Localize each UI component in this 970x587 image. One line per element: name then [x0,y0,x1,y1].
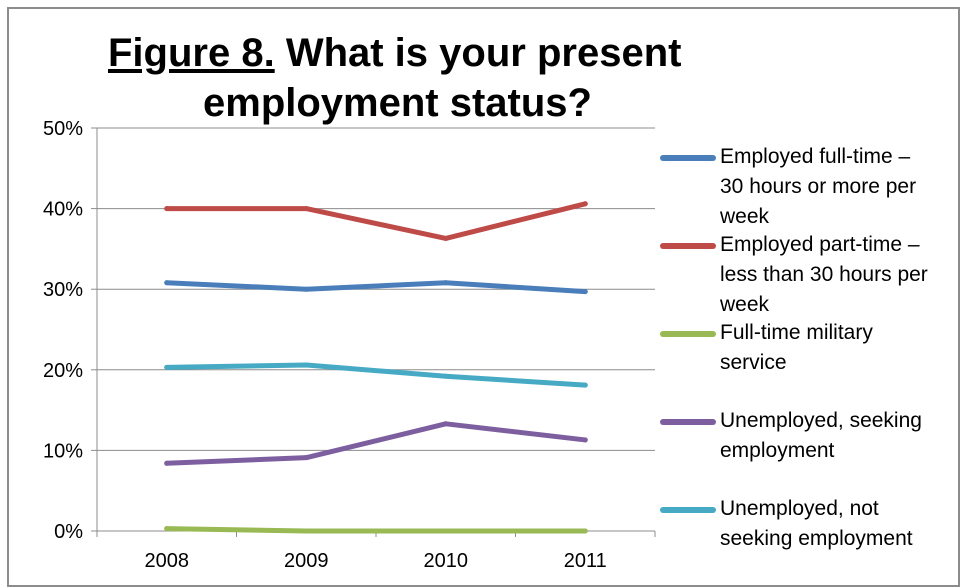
legend-label: Full-time military service [720,321,873,374]
data-point [443,373,449,379]
data-point [582,382,588,388]
chart-frame [7,7,960,587]
legend-label: Employed part-time – less than 30 hours … [720,233,928,316]
legend-item: Employed part-time – less than 30 hours … [660,230,960,318]
legend-swatch [660,243,716,249]
data-point [164,280,170,286]
y-tick-label: 50% [43,118,83,140]
legend-swatch [660,331,716,337]
data-point [443,421,449,427]
legend-label: Unemployed, not seeking employment [720,497,913,550]
data-point [303,455,309,461]
y-tick-label: 0% [54,521,83,543]
series-line-2 [164,201,588,241]
data-point [303,528,309,534]
data-point [303,286,309,292]
legend-swatch [660,507,716,513]
x-tick-label: 2010 [424,550,469,572]
data-point [303,206,309,212]
title-line-1: What is your present [274,31,682,75]
data-point [303,362,309,368]
x-tick-label: 2011 [564,550,607,572]
series-line-3 [164,526,588,534]
data-point [443,280,449,286]
data-point [443,528,449,534]
y-tick-label: 10% [43,440,83,462]
x-tick-label: 2009 [284,550,329,572]
legend-swatch [660,155,716,161]
data-point [443,235,449,241]
series-line-4 [164,421,588,466]
legend-item: Unemployed, not seeking employment [660,494,960,582]
data-point [582,528,588,534]
y-tick-label: 30% [43,279,83,301]
data-point [582,437,588,443]
tick-labels: 0% 10% 20% 30% 40% 50% 2008 2009 2010 2011 [43,118,607,572]
series-line-1 [164,280,588,295]
axes [91,127,656,537]
title-line-2: employment status? [203,81,592,125]
data-point [164,460,170,466]
legend-item: Unemployed, seeking employment [660,406,960,494]
data-point [582,201,588,207]
legend-swatch [660,419,716,425]
legend-label: Unemployed, seeking employment [720,409,922,462]
series-line-5 [164,362,588,388]
legend: Employed full-time – 30 hours or more pe… [660,142,960,582]
y-tick-label: 40% [43,199,83,221]
data-point [582,289,588,295]
legend-label: Employed full-time – 30 hours or more pe… [720,145,917,228]
series-lines [164,201,588,534]
chart-title: Figure 8. What is your present employmen… [108,28,708,128]
legend-item: Full-time military service [660,318,960,406]
figure-number: Figure 8. [108,31,275,75]
y-tick-label: 20% [43,360,83,382]
data-point [164,526,170,532]
x-tick-label: 2008 [145,550,190,572]
legend-item: Employed full-time – 30 hours or more pe… [660,142,960,230]
data-point [164,364,170,370]
data-point [164,206,170,212]
